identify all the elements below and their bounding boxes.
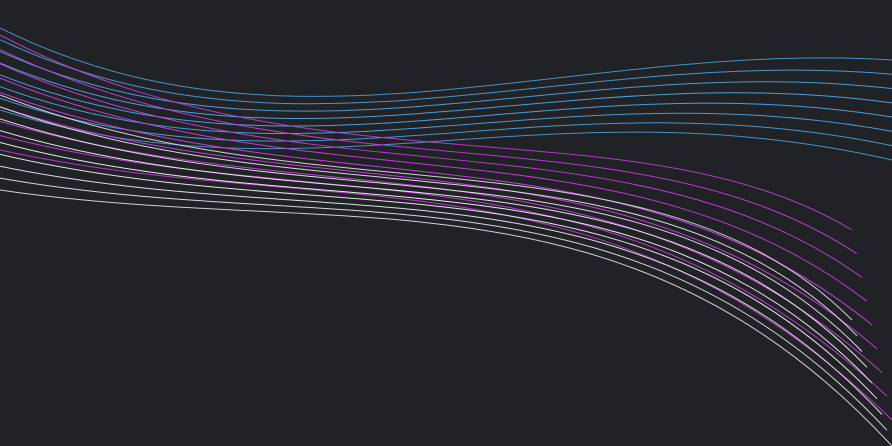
white-line xyxy=(0,177,888,431)
blue-lines-group xyxy=(0,27,892,161)
white-line xyxy=(0,142,873,384)
white-line xyxy=(0,153,878,400)
blue-line xyxy=(0,27,892,97)
white-line xyxy=(0,118,863,352)
magenta-line xyxy=(0,106,878,350)
magenta-line xyxy=(0,77,868,302)
blue-line xyxy=(0,50,892,112)
magenta-line xyxy=(0,92,873,326)
blue-line xyxy=(0,39,892,105)
magenta-line xyxy=(0,34,853,231)
blue-line xyxy=(0,74,892,127)
blue-line xyxy=(0,62,892,120)
magenta-line xyxy=(0,135,888,397)
blue-line xyxy=(0,86,892,135)
white-line xyxy=(0,106,858,337)
blue-line xyxy=(0,109,892,161)
magenta-line xyxy=(0,63,863,278)
white-line xyxy=(0,189,892,446)
white-line xyxy=(0,94,853,321)
magenta-line xyxy=(0,149,892,421)
magenta-line xyxy=(0,48,858,255)
white-line xyxy=(0,130,868,368)
white-lines-group xyxy=(0,94,892,446)
white-line xyxy=(0,165,883,415)
